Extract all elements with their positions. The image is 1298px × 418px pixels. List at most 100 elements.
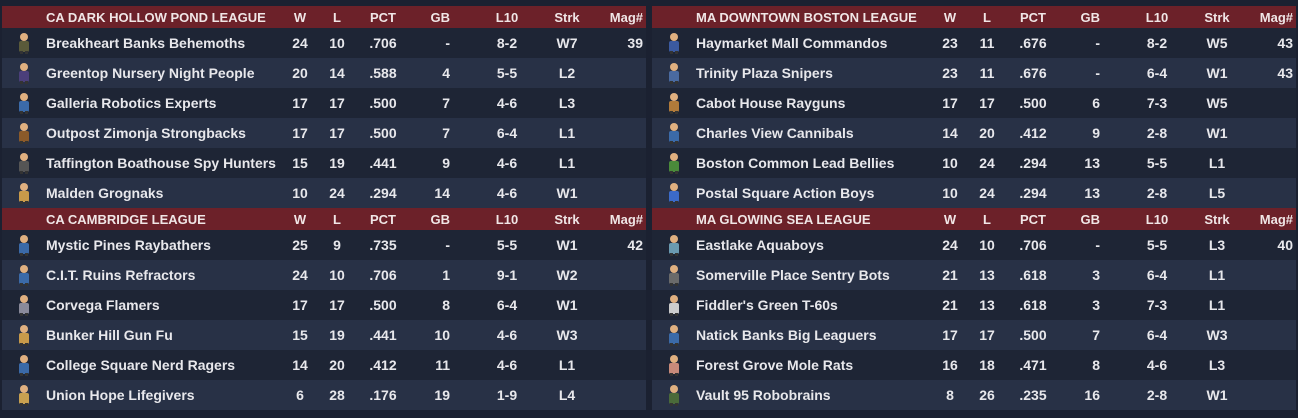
team-name[interactable]: Somerville Place Sentry Bots — [696, 267, 890, 283]
team-name[interactable]: Boston Common Lead Bellies — [696, 155, 895, 171]
team-name[interactable]: Galleria Robotics Experts — [46, 95, 217, 111]
team-row[interactable]: Trinity Plaza Snipers 23 11 .676 - 6-4 W1 43 — [652, 58, 1296, 88]
league-header: MA GLOWING SEA LEAGUE W L PCT GB L10 Strk Mag# — [652, 208, 1296, 231]
team-strk: W3 — [1206, 327, 1228, 343]
team-row[interactable]: Outpost Zimonja Strongbacks 17 17 .500 7 6-4 L… — [2, 118, 646, 148]
team-row[interactable]: Union Hope Lifegivers 6 28 .176 19 1-9 L4 — [2, 380, 646, 410]
team-row[interactable]: Postal Square Action Boys 10 24 .294 13 2-8 L5 — [652, 178, 1296, 208]
team-row[interactable]: C.I.T. Ruins Refractors 24 10 .706 1 9-1 W2 — [2, 260, 646, 290]
column-header-mag[interactable]: Mag# — [609, 10, 643, 25]
team-l10: 6-4 — [496, 297, 518, 313]
team-name[interactable]: Breakheart Banks Behemoths — [46, 35, 246, 51]
corvega-logo-icon — [19, 295, 29, 316]
column-header-gb[interactable]: GB — [430, 212, 451, 227]
team-name[interactable]: Haymarket Mall Commandos — [696, 35, 888, 51]
team-row[interactable]: Fiddler's Green T-60s 21 13 .618 3 7-3 L1 — [652, 290, 1296, 320]
column-header-pct[interactable]: PCT — [1020, 212, 1046, 227]
team-name[interactable]: Eastlake Aquaboys — [696, 237, 824, 253]
team-l10: 6-4 — [1146, 65, 1168, 81]
column-header-l10[interactable]: L10 — [495, 10, 519, 25]
t60-logo-icon — [669, 295, 679, 316]
league-header: CA CAMBRIDGE LEAGUE W L PCT GB L10 Strk Mag# — [2, 208, 646, 231]
team-row[interactable]: Bunker Hill Gun Fu 15 19 .441 10 4-6 W3 — [2, 320, 646, 350]
column-header-pct[interactable]: PCT — [1020, 10, 1046, 25]
team-row[interactable]: Greentop Nursery Night People 20 14 .588 4 5-… — [2, 58, 646, 88]
column-header-strk[interactable]: Strk — [1204, 10, 1230, 25]
team-strk: L1 — [1208, 155, 1226, 171]
team-row[interactable]: Charles View Cannibals 14 20 .412 9 2-8 W1 — [652, 118, 1296, 148]
column-header-l[interactable]: L — [333, 10, 341, 25]
column-header-w[interactable]: W — [943, 212, 957, 227]
team-w: 25 — [292, 237, 308, 253]
column-header-l[interactable]: L — [983, 10, 991, 25]
team-name[interactable]: Forest Grove Mole Rats — [696, 357, 854, 373]
team-row[interactable]: Vault 95 Robobrains 8 26 .235 16 2-8 W1 — [652, 380, 1296, 410]
team-row[interactable]: Haymarket Mall Commandos 23 11 .676 - 8-2 W5 43 — [652, 28, 1296, 58]
team-row[interactable]: Somerville Place Sentry Bots 21 13 .618 3 6-4… — [652, 260, 1296, 290]
team-name[interactable]: Bunker Hill Gun Fu — [46, 327, 173, 343]
column-header-gb[interactable]: GB — [1080, 212, 1101, 227]
team-name[interactable]: Natick Banks Big Leaguers — [696, 327, 877, 343]
team-row[interactable]: Cabot House Rayguns 17 17 .500 6 7-3 W5 — [652, 88, 1296, 118]
team-l10: 2-8 — [1146, 387, 1168, 403]
team-l: 13 — [979, 267, 995, 283]
team-name[interactable]: Fiddler's Green T-60s — [696, 297, 838, 313]
team-name[interactable]: Vault 95 Robobrains — [696, 387, 831, 403]
column-header-strk[interactable]: Strk — [1204, 212, 1230, 227]
league-table: CA DARK HOLLOW POND LEAGUE W L PCT GB L10 Strk… — [2, 6, 646, 209]
team-gb: 11 — [435, 357, 450, 373]
column-header-mag[interactable]: Mag# — [1259, 10, 1293, 25]
column-header-gb[interactable]: GB — [430, 10, 451, 25]
column-header-pct[interactable]: PCT — [370, 10, 396, 25]
team-row[interactable]: Corvega Flamers 17 17 .500 8 6-4 W1 — [2, 290, 646, 320]
team-name[interactable]: Mystic Pines Raybathers — [46, 237, 211, 253]
column-header-strk[interactable]: Strk — [554, 212, 580, 227]
team-name[interactable]: Greentop Nursery Night People — [46, 65, 255, 81]
team-row[interactable]: Breakheart Banks Behemoths 24 10 .706 - 8-2 W7… — [2, 28, 646, 58]
column-header-l[interactable]: L — [333, 212, 341, 227]
team-name[interactable]: Cabot House Rayguns — [696, 95, 846, 111]
column-header-pct[interactable]: PCT — [370, 212, 396, 227]
team-name[interactable]: Postal Square Action Boys — [696, 185, 875, 201]
team-mag: 42 — [627, 237, 643, 253]
team-row[interactable]: Boston Common Lead Bellies 10 24 .294 13 5-5 L… — [652, 148, 1296, 178]
column-header-w[interactable]: W — [293, 212, 307, 227]
team-row[interactable]: Mystic Pines Raybathers 25 9 .735 - 5-5 W1 42 — [2, 230, 646, 260]
team-row[interactable]: College Square Nerd Ragers 14 20 .412 11 4-6 L… — [2, 350, 646, 380]
team-pct: .588 — [369, 65, 397, 81]
team-name[interactable]: Charles View Cannibals — [696, 125, 854, 141]
team-name[interactable]: Outpost Zimonja Strongbacks — [46, 125, 246, 141]
team-name[interactable]: Union Hope Lifegivers — [46, 387, 195, 403]
refractor-icon — [19, 265, 29, 286]
column-header-mag[interactable]: Mag# — [609, 212, 643, 227]
column-header-l10[interactable]: L10 — [1145, 212, 1169, 227]
column-header-w[interactable]: W — [293, 10, 307, 25]
column-header-w[interactable]: W — [943, 10, 957, 25]
team-w: 24 — [292, 35, 308, 51]
column-header-mag[interactable]: Mag# — [1259, 212, 1293, 227]
team-gb: 14 — [434, 185, 450, 201]
column-header-strk[interactable]: Strk — [554, 10, 580, 25]
team-l: 24 — [329, 185, 345, 201]
team-l: 11 — [979, 65, 995, 81]
team-row[interactable]: Galleria Robotics Experts 17 17 .500 7 4-6 L3 — [2, 88, 646, 118]
team-name[interactable]: C.I.T. Ruins Refractors — [46, 267, 196, 283]
team-name[interactable]: Taffington Boathouse Spy Hunters — [46, 155, 276, 171]
team-l10: 8-2 — [1146, 35, 1168, 51]
column-header-gb[interactable]: GB — [1080, 10, 1101, 25]
team-row[interactable]: Malden Grognaks 10 24 .294 14 4-6 W1 — [2, 178, 646, 208]
team-row[interactable]: Forest Grove Mole Rats 16 18 .471 8 4-6 L3 — [652, 350, 1296, 380]
team-row[interactable]: Taffington Boathouse Spy Hunters 15 19 .441… — [2, 148, 646, 178]
team-name[interactable]: College Square Nerd Ragers — [46, 357, 236, 373]
team-strk: L1 — [1208, 297, 1226, 313]
team-row[interactable]: Natick Banks Big Leaguers 17 17 .500 7 6-4 W3 — [652, 320, 1296, 350]
league-title: MA GLOWING SEA LEAGUE — [696, 212, 871, 227]
team-row[interactable]: Eastlake Aquaboys 24 10 .706 - 5-5 L3 40 — [652, 230, 1296, 260]
column-header-l[interactable]: L — [983, 212, 991, 227]
team-l: 28 — [329, 387, 345, 403]
column-header-l10[interactable]: L10 — [495, 212, 519, 227]
team-name[interactable]: Corvega Flamers — [46, 297, 160, 313]
team-name[interactable]: Trinity Plaza Snipers — [696, 65, 833, 81]
team-name[interactable]: Malden Grognaks — [46, 185, 164, 201]
column-header-l10[interactable]: L10 — [1145, 10, 1169, 25]
